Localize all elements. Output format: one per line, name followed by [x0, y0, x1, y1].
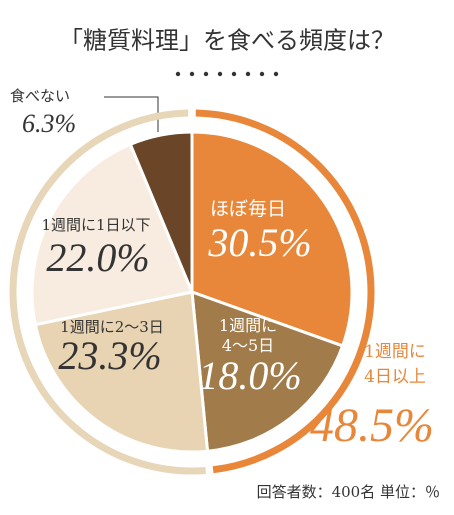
slice-label: 食べない: [10, 87, 70, 105]
slice-label: 1週間に2〜3日: [60, 318, 164, 336]
slice-label: 1週間に 4〜5日: [219, 316, 277, 355]
pie-slice: [30, 142, 195, 327]
slice-label: ほぼ毎日: [210, 198, 286, 220]
value-label: 23.3%: [58, 333, 161, 378]
slice-label: 1週間に1日以下: [41, 216, 150, 234]
title-dots: [175, 71, 279, 77]
footnote: 回答者数：400名 単位：％: [257, 483, 440, 501]
value-label: 6.3%: [22, 109, 76, 138]
pie-slice: [190, 289, 345, 453]
group-value-label: 48.5%: [310, 399, 434, 452]
pie-slice: [33, 290, 210, 454]
pie-slice: [190, 130, 354, 348]
value-label: 22.0%: [46, 235, 149, 280]
value-label: 30.5%: [207, 220, 311, 265]
group-ring: [195, 109, 375, 474]
value-label: 18.0%: [198, 353, 301, 398]
page-title: 「糖質料理」を食べる頻度は？: [59, 27, 395, 55]
group-label: 1週間に 4日以上: [364, 342, 426, 387]
ring-rest: [9, 109, 206, 475]
leader-line: [104, 96, 159, 132]
pie-slice: [128, 130, 194, 293]
